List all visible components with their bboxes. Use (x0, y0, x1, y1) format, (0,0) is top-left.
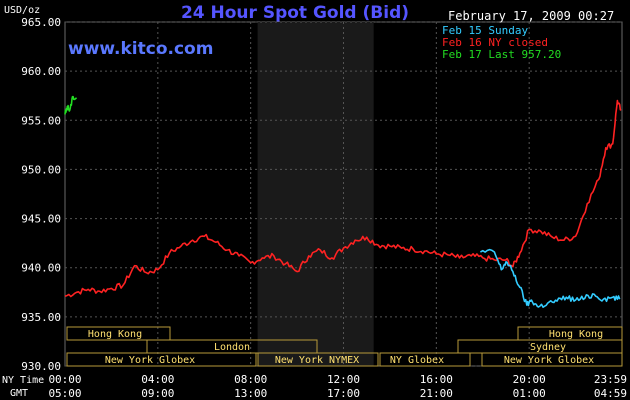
market-box-nyglobex-1 (66, 352, 257, 367)
x-tick-label-ny: 12:00 (327, 373, 360, 386)
x-tick-label-ny: 23:59 (594, 373, 627, 386)
x-tick-label-ny: 04:00 (141, 373, 174, 386)
legend-item-feb15: Feb 15 Sunday (442, 24, 528, 37)
x-tick-label-gmt: 05:00 (48, 387, 81, 400)
x-tick-label-ny: 08:00 (234, 373, 267, 386)
y-tick-label: 960.00 (21, 65, 61, 78)
y-tick-label: 945.00 (21, 213, 61, 226)
legend-item-feb16: Feb 16 NY closed (442, 36, 548, 49)
series-line-2 (480, 248, 621, 308)
market-label-nyglobex-1: New York Globex (105, 355, 195, 366)
y-tick-label: 965.00 (21, 16, 61, 29)
legend-item-feb17: Feb 17 Last 957.20 (442, 48, 561, 61)
chart-title: 24 Hour Spot Gold (Bid) (181, 3, 409, 23)
x-tick-label-gmt: 21:00 (420, 387, 453, 400)
market-label-nyglobex-3: New York Globex (504, 355, 594, 366)
ny-time-label: NY Time (2, 375, 44, 386)
kitco-watermark: www.kitco.com (68, 39, 213, 59)
x-tick-label-ny: 20:00 (513, 373, 546, 386)
gmt-label: GMT (10, 388, 28, 399)
nymex-session-shade (257, 22, 374, 366)
series-layer (64, 95, 622, 308)
x-tick-label-gmt: 17:00 (327, 387, 360, 400)
x-tick-label-ny: 16:00 (420, 373, 453, 386)
market-sessions: Hong Kong Hong Kong London Sydney New Yo… (66, 326, 623, 367)
x-tick-label-gmt: 13:00 (234, 387, 267, 400)
y-tick-label: 940.00 (21, 262, 61, 275)
x-tick-label-gmt: 04:59 (594, 387, 627, 400)
market-label-nyglobex-2: NY Globex (390, 355, 444, 366)
market-label-london: London (214, 342, 250, 353)
legend: Feb 15 Sunday Feb 16 NY closed Feb 17 La… (442, 24, 561, 61)
market-label-sydney: Sydney (530, 342, 566, 353)
y-tick-label: 950.00 (21, 163, 61, 176)
market-box-nymex (257, 352, 379, 367)
x-tick-label-gmt: 01:00 (513, 387, 546, 400)
market-label-nymex: New York NYMEX (275, 355, 359, 366)
grid-lines (65, 21, 622, 367)
market-box-hongkong-1 (66, 326, 171, 341)
units-label: USD/oz (4, 5, 40, 16)
series-line-1 (64, 99, 622, 298)
datetime-stamp: February 17, 2009 00:27 (448, 9, 614, 23)
y-tick-label: 955.00 (21, 114, 61, 127)
market-box-nyglobex-3 (481, 352, 623, 367)
y-tick-label: 930.00 (21, 360, 61, 373)
series-line-3 (64, 95, 78, 115)
market-label-hongkong-2: Hong Kong (549, 329, 603, 340)
market-label-hongkong-1: Hong Kong (88, 329, 142, 340)
x-tick-label-ny: 00:00 (48, 373, 81, 386)
x-tick-label-gmt: 09:00 (141, 387, 174, 400)
y-axis: 965.00 960.00 955.00 950.00 945.00 940.00 935.… (21, 16, 61, 373)
y-tick-label: 935.00 (21, 311, 61, 324)
market-box-nyglobex-2 (379, 352, 471, 367)
